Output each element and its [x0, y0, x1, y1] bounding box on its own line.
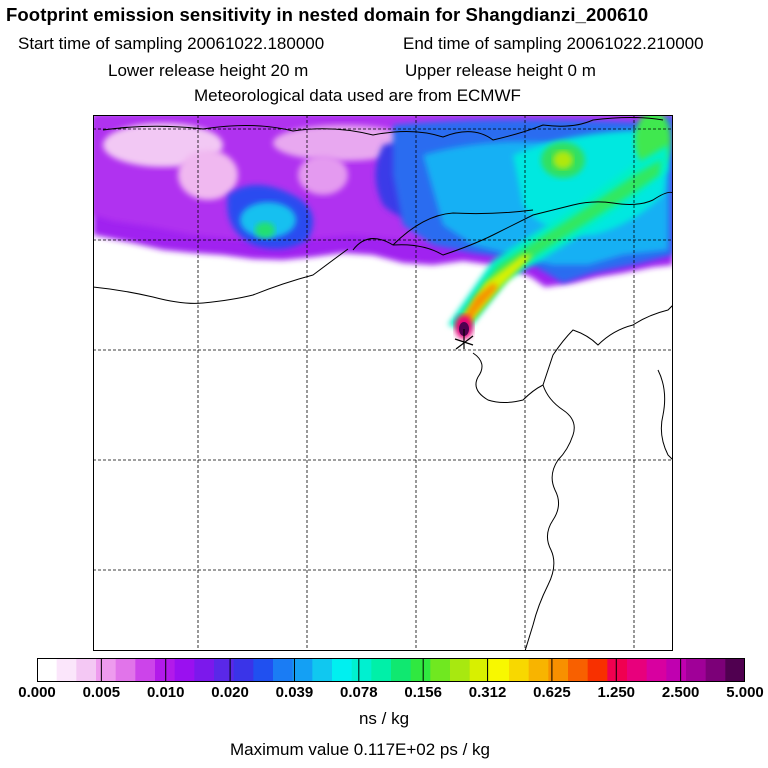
- colorbar-swatch: [56, 658, 77, 682]
- colorbar-swatch: [96, 658, 117, 682]
- colorbar-swatch: [587, 658, 608, 682]
- met-data-label: Meteorological data used are from ECMWF: [194, 86, 521, 105]
- colorbar-tick-label: 1.250: [597, 684, 636, 701]
- colorbar-tick-label: 0.020: [211, 684, 249, 701]
- colorbar-swatch: [548, 658, 569, 682]
- colorbar-swatch: [646, 658, 667, 682]
- colorbar-swatch: [233, 658, 254, 682]
- colorbar-swatch: [391, 658, 412, 682]
- maximum-value-label: Maximum value 0.117E+02 ps / kg: [230, 740, 491, 759]
- colorbar-swatch: [292, 658, 313, 682]
- map-frame: [93, 115, 673, 651]
- receptor-star-marker: [454, 329, 474, 350]
- colorbar-tick-label: 0.312: [468, 684, 507, 701]
- colorbar-swatch: [37, 658, 58, 682]
- colorbar-tick-label: 0.039: [275, 684, 314, 701]
- colorbar-swatch: [607, 658, 628, 682]
- colorbar-swatch: [410, 658, 431, 682]
- colorbar-swatch: [253, 658, 274, 682]
- lower-release-label: Lower release height 20 m: [108, 61, 309, 80]
- colorbar-swatch: [194, 658, 215, 682]
- colorbar-swatch: [568, 658, 589, 682]
- map-grid: [93, 115, 673, 651]
- colorbar-swatch: [174, 658, 195, 682]
- colorbar-swatch: [312, 658, 333, 682]
- colorbar-tick-label: 0.005: [82, 684, 121, 701]
- map-title: Footprint emission sensitivity in nested…: [6, 4, 649, 25]
- colorbar-swatch: [214, 658, 235, 682]
- colorbar-swatch: [469, 658, 490, 682]
- colorbar-swatch: [155, 658, 176, 682]
- colorbar-swatch: [115, 658, 136, 682]
- colorbar-swatch: [430, 658, 451, 682]
- colorbar-swatch: [686, 658, 707, 682]
- colorbar-swatch: [351, 658, 372, 682]
- colorbar-swatch: [489, 658, 510, 682]
- colorbar-swatch: [666, 658, 687, 682]
- colorbar-tick-label: 0.625: [533, 684, 571, 701]
- colorbar-swatch: [705, 658, 726, 682]
- colorbar-tick-label: 0.078: [340, 684, 378, 701]
- colorbar-swatch: [332, 658, 353, 682]
- colorbar: [37, 658, 745, 682]
- colorbar-swatch: [371, 658, 392, 682]
- colorbar-swatch: [450, 658, 471, 682]
- colorbar-swatch: [273, 658, 294, 682]
- colorbar-frame: [37, 658, 745, 682]
- colorbar-swatch: [528, 658, 549, 682]
- colorbar-swatch: [627, 658, 648, 682]
- colorbar-swatch: [76, 658, 97, 682]
- colorbar-swatch: [135, 658, 156, 682]
- colorbar-tick-label: 2.500: [661, 684, 700, 701]
- upper-release-label: Upper release height 0 m: [405, 61, 596, 80]
- colorbar-tick-label: 5.000: [726, 684, 764, 701]
- colorbar-tick-label: 0.010: [146, 684, 185, 701]
- start-time-label: Start time of sampling 20061022.180000: [18, 34, 325, 53]
- colorbar-swatch: [509, 658, 530, 682]
- footprint-map: [93, 115, 673, 651]
- colorbar-swatch: [725, 658, 745, 682]
- colorbar-tick-label: 0.156: [404, 684, 442, 701]
- sensitivity-field: [93, 115, 673, 339]
- coastlines: [93, 117, 673, 651]
- end-time-label: End time of sampling 20061022.210000: [403, 34, 704, 53]
- colorbar-tick-label: 0.000: [18, 684, 56, 701]
- unit-label: ns / kg: [358, 709, 410, 728]
